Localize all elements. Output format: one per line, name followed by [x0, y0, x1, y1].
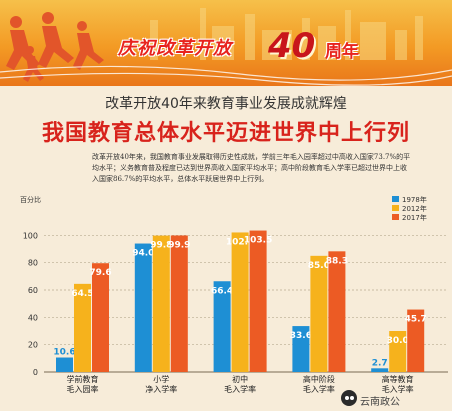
- banner-text: 庆祝改革开放: [118, 38, 232, 59]
- y-tick-label: 0: [33, 368, 38, 377]
- celebration-banner: 庆祝改革开放 40 周年: [0, 0, 452, 86]
- x-tick-label: 毛入学率: [224, 384, 256, 394]
- value-label: 30.0: [387, 336, 409, 346]
- x-tick-label: 初中: [232, 374, 248, 384]
- y-tick-label: 100: [23, 231, 38, 240]
- value-label: 99.9: [168, 240, 190, 250]
- x-tick-label: 高中阶段: [303, 374, 335, 384]
- wechat-icon: [341, 390, 357, 406]
- bar-2017-3: [328, 251, 346, 372]
- value-label: 94.0: [132, 249, 154, 259]
- value-label: 103.5: [244, 236, 272, 246]
- bar-2017-2: [249, 230, 267, 372]
- y-tick-label: 60: [28, 286, 38, 295]
- x-tick-label: 学前教育: [67, 374, 99, 384]
- value-label: 79.6: [89, 268, 111, 278]
- bar-1978-1: [134, 243, 152, 372]
- bar-2017-1: [170, 235, 188, 372]
- intro-paragraph: 改革开放40年来，我国教育事业发展取得历史性成就，学前三年毛入园率超过中高收入国…: [92, 153, 411, 183]
- value-label: 85.0: [308, 261, 330, 271]
- y-tick-label: 20: [28, 341, 38, 350]
- bar-2012-3: [310, 255, 328, 372]
- bar-2012-4: [389, 331, 407, 372]
- banner-number: 40: [268, 26, 316, 66]
- banner-suffix: 周年: [325, 42, 359, 62]
- value-label: 45.7: [405, 315, 427, 325]
- bar-2017-4: [407, 309, 425, 372]
- x-tick-label: 毛入园率: [67, 384, 99, 394]
- bar-1978-4: [371, 368, 389, 372]
- bar-2012-1: [152, 235, 170, 372]
- value-label: 2.7: [372, 358, 388, 368]
- bar-1978-3: [292, 326, 310, 372]
- legend-label: 2012年: [402, 204, 427, 213]
- bar-2012-2: [231, 232, 249, 372]
- bar-chart: 百分比02040608010010.664.579.6学前教育毛入园率94.09…: [20, 195, 448, 394]
- value-label: 66.4: [211, 286, 233, 296]
- legend-swatch: [392, 214, 399, 220]
- legend-swatch: [392, 196, 399, 202]
- value-label: 99.8: [150, 241, 172, 251]
- bar-1978-0: [56, 357, 73, 372]
- legend-swatch: [392, 205, 399, 211]
- x-tick-label: 净入学率: [145, 384, 177, 394]
- x-tick-label: 小学: [153, 374, 169, 384]
- x-tick-label: 高等教育: [382, 374, 414, 384]
- legend-label: 2017年: [402, 213, 427, 222]
- subtitle: 改革开放40年来教育事业发展成就辉煌: [105, 96, 347, 112]
- y-tick-label: 80: [28, 259, 38, 268]
- value-label: 33.6: [290, 331, 312, 341]
- value-label: 88.3: [326, 256, 348, 266]
- value-label: 64.5: [71, 289, 93, 299]
- x-tick-label: 毛入学率: [382, 384, 414, 394]
- bar-1978-2: [213, 281, 231, 372]
- bar-2017-0: [92, 263, 109, 372]
- bar-2012-0: [74, 283, 91, 372]
- page-title: 我国教育总体水平迈进世界中上行列: [41, 121, 410, 146]
- x-tick-label: 毛入学率: [303, 384, 335, 394]
- watermark: 云南政公: [360, 397, 400, 408]
- value-label: 10.6: [53, 348, 75, 358]
- y-tick-label: 40: [28, 313, 38, 322]
- legend-label: 1978年: [402, 195, 427, 204]
- value-label: 102.1: [226, 237, 254, 247]
- runners-icon: [6, 12, 104, 82]
- banner-silhouettes: [0, 8, 452, 86]
- y-axis-label: 百分比: [20, 195, 41, 204]
